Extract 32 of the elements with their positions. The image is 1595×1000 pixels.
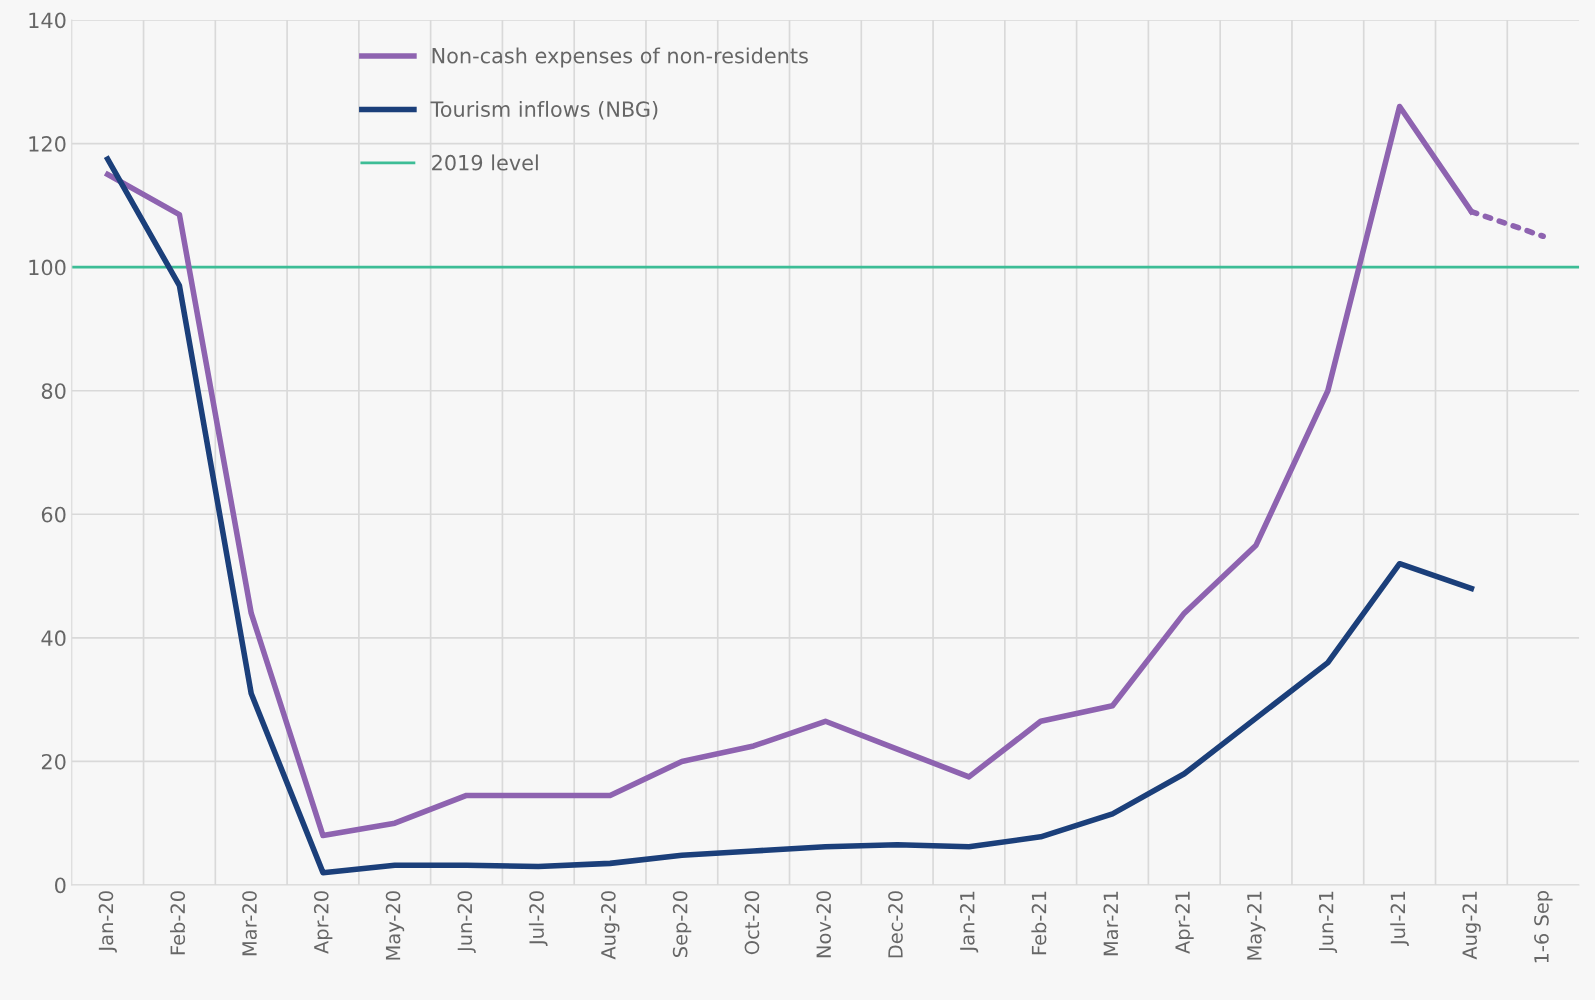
y-tick-label: 80	[41, 383, 66, 399]
x-tick-label: Feb-21	[1031, 891, 1047, 955]
x-tick-label: May-21	[1247, 891, 1266, 960]
x-tick-label: Dec-20	[888, 891, 903, 958]
x-tick-label: Aug-20	[601, 891, 620, 960]
x-tick-label: Feb-20	[170, 891, 186, 955]
x-tick-label: Aug-21	[1462, 891, 1481, 960]
x-tick-label: Jul-21	[1390, 891, 1409, 947]
x-tick-label: Jan-20	[98, 891, 117, 953]
x-tick-label: Jun-20	[457, 891, 476, 954]
legend-label: Non-cash expenses of non-residents	[432, 47, 808, 68]
x-tick-label: Mar-21	[1103, 891, 1119, 956]
y-tick-label: 140	[29, 12, 66, 29]
x-tick-label: Oct-20	[744, 891, 760, 955]
y-tick-label: 0	[55, 877, 66, 894]
x-tick-label: Mar-20	[242, 891, 257, 956]
x-tick-label: Jan-21	[959, 891, 979, 953]
y-tick-label: 40	[41, 630, 66, 647]
legend-label: 2019 level	[432, 154, 538, 171]
x-tick-label: Apr-20	[313, 891, 333, 954]
legend-label: Tourism inflows (NBG)	[430, 100, 658, 120]
y-tick-label: 120	[29, 136, 66, 152]
x-tick-label: Apr-21	[1175, 891, 1194, 954]
x-tick-label: Jun-21	[1318, 891, 1338, 954]
x-tick-label: May-20	[385, 891, 405, 960]
x-tick-label: Nov-20	[816, 891, 832, 958]
y-tick-label: 20	[41, 753, 66, 770]
x-tick-label: Sep-20	[672, 891, 692, 957]
x-tick-label: Jul-20	[528, 891, 548, 947]
y-tick-label: 100	[29, 259, 66, 276]
x-tick-label: 1-6 Sep	[1534, 890, 1553, 963]
y-tick-label: 60	[41, 506, 66, 523]
